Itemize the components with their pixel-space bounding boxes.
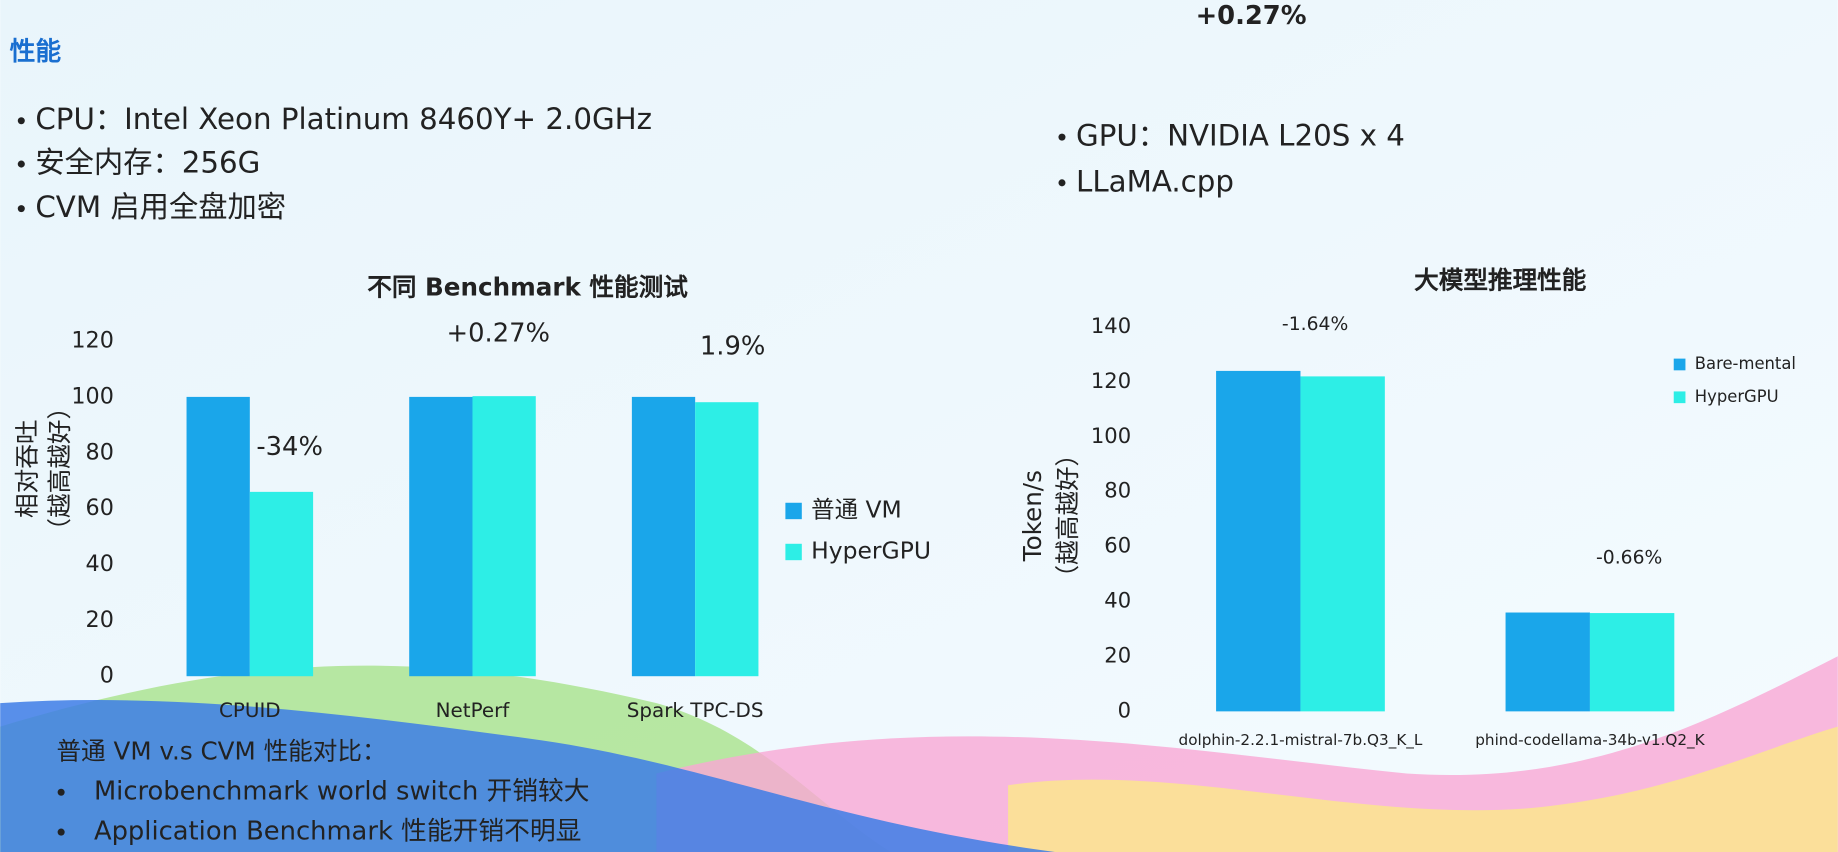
annotation: -1.64% xyxy=(1282,314,1348,335)
bullet-text: 安全内存：256G xyxy=(35,146,260,180)
y-tick-label: 20 xyxy=(1104,642,1131,667)
legend-label: 普通 VM xyxy=(811,495,902,523)
bullet-text: CPU：Intel Xeon Platinum 8460Y+ 2.0GHz xyxy=(35,102,652,136)
bullet xyxy=(1058,133,1066,141)
bar xyxy=(695,402,759,677)
footer-title: 普通 VM v.s CVM 性能对比： xyxy=(56,736,386,765)
y-tick-label: 100 xyxy=(1091,423,1131,448)
annotation: +0.27% xyxy=(447,319,550,349)
y-axis-label: 相对吞吐 xyxy=(12,420,41,518)
y-tick-label: 120 xyxy=(1091,368,1131,393)
bullet-text: LLaMA.cpp xyxy=(1076,164,1234,198)
chart-title: 不同 Benchmark 性能测试 xyxy=(367,272,688,301)
bar xyxy=(409,396,473,677)
y-axis-label: （越高越好） xyxy=(45,395,74,543)
legend-swatch xyxy=(1673,391,1686,404)
legend-label: HyperGPU xyxy=(1695,387,1779,406)
bullet xyxy=(1058,179,1066,187)
legend-label: Bare-mental xyxy=(1695,354,1796,373)
wave-yellow xyxy=(1008,726,1838,852)
y-axis-label: （越高越好） xyxy=(1053,442,1082,590)
y-tick-label: 80 xyxy=(86,439,114,465)
y-tick-label: 40 xyxy=(86,551,114,577)
chart-title: 大模型推理性能 xyxy=(1414,265,1587,294)
wave-pink xyxy=(656,656,1838,852)
footer-bullet: Microbenchmark world switch 开销较大 xyxy=(94,777,590,807)
bullet xyxy=(17,160,25,168)
footer-bullet: Application Benchmark 性能开销不明显 xyxy=(94,817,581,847)
y-tick-label: 20 xyxy=(86,607,114,633)
y-tick-label: 60 xyxy=(1104,533,1131,558)
y-tick-label: 120 xyxy=(71,328,113,354)
y-tick-label: 100 xyxy=(71,383,113,409)
annotation: -34% xyxy=(256,432,323,462)
x-tick-label: CPUID xyxy=(219,699,281,722)
annotation: 1.9% xyxy=(700,331,765,361)
annotation: -0.66% xyxy=(1596,547,1662,568)
y-axis-label: Token/s xyxy=(1018,470,1047,562)
x-tick-label: phind-codellama-34b-v1.Q2_K xyxy=(1475,731,1705,750)
bar xyxy=(1216,370,1301,712)
bullet xyxy=(17,205,25,213)
bar xyxy=(472,396,536,677)
y-tick-label: 80 xyxy=(1104,478,1131,503)
x-tick-label: Spark TPC-DS xyxy=(627,699,764,722)
bullet xyxy=(57,828,65,836)
legend-swatch xyxy=(785,502,802,520)
bullet-text: GPU：NVIDIA L20S x 4 xyxy=(1076,119,1405,153)
bar xyxy=(1300,376,1385,712)
heading: 性能 xyxy=(10,36,62,67)
wave-blue xyxy=(0,700,1055,852)
y-tick-label: 0 xyxy=(100,663,114,689)
bar xyxy=(631,396,696,677)
bar xyxy=(186,396,250,677)
y-tick-label: 60 xyxy=(86,495,114,521)
bullet xyxy=(17,117,25,125)
bullet xyxy=(57,788,65,796)
bar xyxy=(249,491,314,677)
y-tick-label: 140 xyxy=(1091,313,1131,338)
bar xyxy=(1505,612,1590,712)
legend-swatch xyxy=(785,543,802,561)
bar xyxy=(1589,613,1675,712)
y-tick-label: 0 xyxy=(1118,697,1131,722)
legend-swatch xyxy=(1673,358,1686,371)
legend-label: HyperGPU xyxy=(811,536,931,564)
bullet-text: CVM 启用全盘加密 xyxy=(35,190,286,224)
x-tick-label: dolphin-2.2.1-mistral-7b.Q3_K_L xyxy=(1179,731,1423,750)
top-note: +0.27% xyxy=(1196,1,1307,31)
x-tick-label: NetPerf xyxy=(436,699,511,722)
y-tick-label: 40 xyxy=(1104,588,1131,613)
